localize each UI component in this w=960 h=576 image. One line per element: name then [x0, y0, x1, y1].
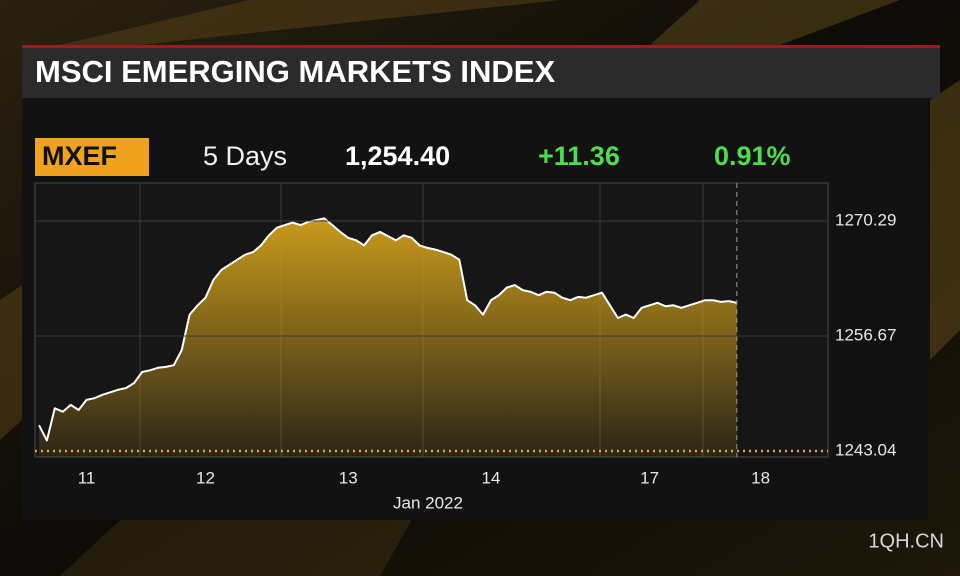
- x-tick-label: 13: [339, 468, 358, 487]
- period: 5 Days: [203, 141, 287, 171]
- line: [38, 217, 738, 442]
- background-streak: [0, 285, 22, 440]
- ticker: MXEF: [42, 141, 117, 171]
- title-accent: [22, 45, 940, 48]
- chart-title: MSCI EMERGING MARKETS INDEX: [35, 54, 555, 89]
- background-streak: [930, 80, 960, 360]
- last-price: 1,254.40: [345, 141, 450, 171]
- area: [39, 218, 737, 457]
- background-streak: [60, 505, 420, 576]
- background-streak: [60, 0, 560, 45]
- x-axis-label: Jan 2022: [393, 493, 463, 512]
- y-tick-label: 1270.29: [835, 210, 896, 229]
- x-tick-label: 11: [78, 468, 96, 487]
- title-bar: [22, 48, 940, 98]
- ticker-box: [35, 138, 149, 176]
- y-tick-label: 1256.67: [835, 325, 896, 344]
- x-tick-label: 12: [196, 468, 215, 487]
- x-tick-label: 14: [482, 468, 501, 487]
- net-change: +11.36: [538, 141, 620, 171]
- watermark: 1QH.CN: [868, 530, 944, 552]
- x-tick-label: 18: [751, 468, 770, 487]
- x-tick-label: 17: [640, 468, 659, 487]
- y-tick-label: 1243.04: [835, 440, 896, 459]
- background-streak: [650, 0, 900, 45]
- percent-change: 0.91%: [714, 141, 791, 171]
